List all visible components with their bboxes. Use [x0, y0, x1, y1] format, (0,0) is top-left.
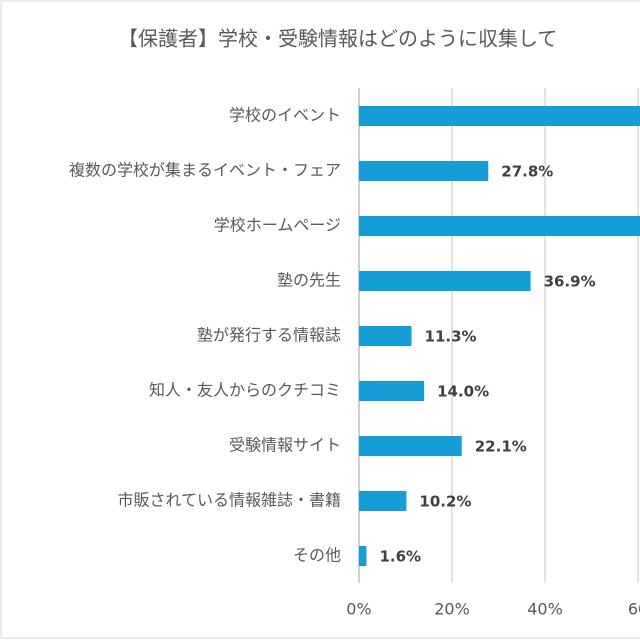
- y-tick-label: 知人・友人からのクチコミ: [149, 381, 341, 400]
- data-label: 10.2%: [419, 493, 471, 511]
- x-tick-label: 0%: [346, 600, 371, 619]
- bar: [359, 436, 462, 456]
- chart-title: 【保護者】学校・受験情報はどのように収集して: [118, 27, 557, 51]
- x-tick-label: 60: [628, 600, 640, 619]
- data-label: 22.1%: [475, 438, 527, 456]
- data-label: 1.6%: [379, 548, 421, 566]
- y-tick-label: 学校のイベント: [229, 106, 341, 125]
- bar: [359, 546, 367, 566]
- bar: [359, 381, 425, 401]
- bar: [359, 216, 640, 236]
- y-tick-label: 複数の学校が集まるイベント・フェア: [69, 161, 341, 180]
- bar: [359, 491, 407, 511]
- y-tick-label: 受験情報サイト: [229, 436, 341, 455]
- data-label: 11.3%: [425, 328, 477, 346]
- bar: [359, 271, 531, 291]
- bar: [359, 161, 489, 181]
- y-tick-label: その他: [293, 546, 341, 565]
- data-label: 27.8%: [501, 163, 553, 181]
- bar: [359, 106, 640, 126]
- bar: [359, 326, 412, 346]
- x-tick-label: 40%: [527, 600, 563, 619]
- x-tick-label: 20%: [434, 600, 470, 619]
- y-tick-label: 学校ホームページ: [214, 216, 341, 235]
- y-tick-label: 市販されている情報雑誌・書籍: [117, 491, 341, 510]
- data-label: 14.0%: [437, 383, 489, 401]
- y-tick-label: 塾が発行する情報誌: [197, 326, 341, 345]
- data-label: 36.9%: [544, 273, 596, 291]
- y-tick-label: 塾の先生: [277, 271, 341, 290]
